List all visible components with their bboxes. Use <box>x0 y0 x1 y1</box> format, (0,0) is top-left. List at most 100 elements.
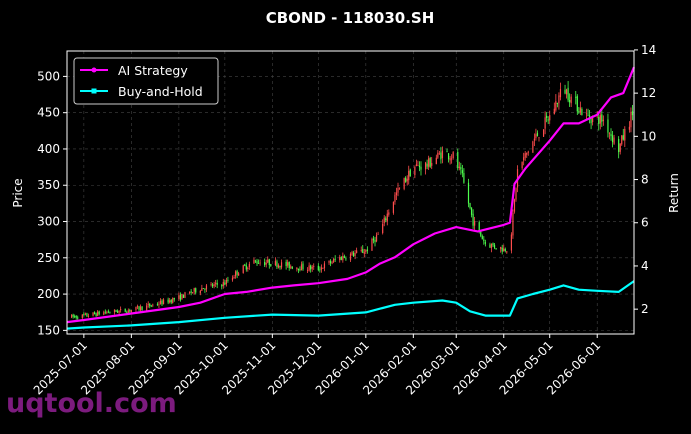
candle-body <box>115 310 117 312</box>
candle-body <box>285 261 287 266</box>
series-lines <box>66 66 636 330</box>
candle-body <box>222 282 224 287</box>
candle-body <box>366 249 368 251</box>
candle-body <box>113 309 116 313</box>
candle-body <box>429 157 431 167</box>
candle-body <box>162 299 165 304</box>
y-left-tick-label: 350 <box>37 178 60 192</box>
candle-body <box>193 288 195 292</box>
candle-body <box>287 262 289 266</box>
candle-body <box>555 101 557 111</box>
candle-body <box>75 316 77 318</box>
candle-body <box>535 134 537 139</box>
candle-body <box>578 111 580 113</box>
candle-body <box>147 304 149 305</box>
candle-body <box>248 263 250 267</box>
candle-body <box>130 310 132 313</box>
candle-body <box>463 173 465 183</box>
candle-body <box>394 194 396 202</box>
candle-body <box>451 158 453 160</box>
watermark: uqtool.com <box>6 388 177 419</box>
candle-body <box>236 270 238 275</box>
candle-body <box>424 162 427 170</box>
candle-body <box>622 135 624 140</box>
candle-body <box>546 115 548 118</box>
candle-body <box>152 304 154 306</box>
candle-body <box>553 108 555 115</box>
candle-body <box>440 152 442 160</box>
candle-body <box>533 138 535 141</box>
candle-body <box>211 284 214 287</box>
candle-body <box>435 157 437 165</box>
candle-body <box>467 182 470 204</box>
candle-body <box>172 298 174 303</box>
candle-body <box>559 89 562 98</box>
legend-label-ai: AI Strategy <box>118 63 188 78</box>
candle-body <box>247 267 249 269</box>
candle-body <box>106 312 108 313</box>
candle-body <box>581 108 583 116</box>
y-right-tick-label: 8 <box>641 173 649 187</box>
candle-body <box>139 306 142 311</box>
candle-body <box>213 284 215 287</box>
candle-body <box>415 164 417 167</box>
candle-body <box>254 260 257 262</box>
candle-body <box>371 238 373 251</box>
candle-body <box>490 243 493 249</box>
candle-body <box>544 117 546 129</box>
y-right-tick-label: 4 <box>641 259 649 273</box>
candle-body <box>296 267 298 270</box>
candle-body <box>92 312 94 316</box>
candle-body <box>167 299 169 303</box>
candle-body <box>598 116 600 125</box>
candle-body <box>242 265 244 273</box>
candle-body <box>149 303 151 307</box>
y-right-tick-label: 12 <box>641 86 656 100</box>
candle-body <box>188 291 191 293</box>
candle-body <box>290 266 292 268</box>
candle-body <box>331 262 333 264</box>
candle-body <box>542 129 545 137</box>
candle-body <box>388 212 390 215</box>
candle-body <box>221 285 223 287</box>
legend-marker-bh <box>91 88 97 94</box>
candle-body <box>484 242 486 244</box>
candle-body <box>458 166 460 168</box>
candle-body <box>493 244 496 248</box>
candle-body <box>538 137 540 139</box>
candle-body <box>607 119 609 133</box>
chart-title: CBOND - 118030.SH <box>266 9 435 27</box>
candle-body <box>343 256 345 258</box>
candle-body <box>257 263 260 264</box>
candle-body <box>270 264 272 266</box>
candle-body <box>449 158 451 161</box>
candle-body <box>431 163 433 166</box>
candle-body <box>375 234 378 242</box>
candle-body <box>179 294 181 300</box>
candle-body <box>86 313 88 317</box>
candle-body <box>349 253 352 261</box>
candle-body <box>575 96 577 98</box>
candle-body <box>267 259 269 263</box>
candle-body <box>127 310 129 313</box>
y-left-tick-label: 200 <box>37 287 60 301</box>
candle-body <box>156 304 159 306</box>
candle-body <box>506 251 508 253</box>
candle-body <box>120 308 122 311</box>
candle-body <box>513 199 516 212</box>
candle-body <box>382 223 384 234</box>
candle-body <box>313 266 315 267</box>
candle-body <box>141 306 143 310</box>
candle-body <box>489 244 491 248</box>
candle-body <box>334 258 336 260</box>
candle-body <box>259 262 261 264</box>
candle-body <box>610 134 612 137</box>
candle-body <box>569 99 571 103</box>
candle-body <box>601 114 603 122</box>
candle-body <box>83 313 85 315</box>
candle-body <box>124 308 126 312</box>
legend-box <box>73 57 219 105</box>
legend-marker-ai <box>91 67 97 73</box>
candle-body <box>182 294 185 298</box>
candle-body <box>126 312 128 314</box>
